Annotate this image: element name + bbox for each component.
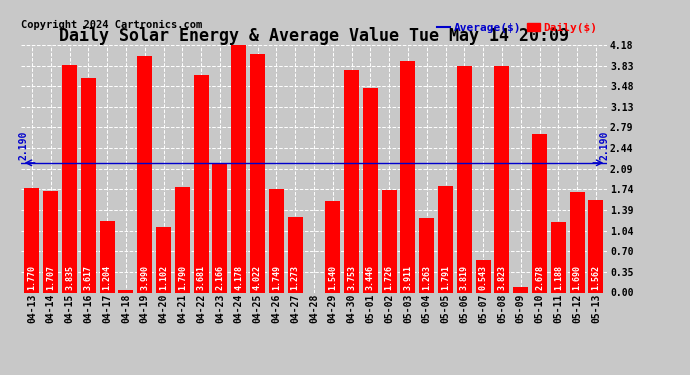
Text: 1.790: 1.790 (178, 264, 187, 290)
Bar (62, 65, 77, 292)
Text: 1.204: 1.204 (103, 264, 112, 290)
Text: 1.749: 1.749 (272, 264, 281, 290)
Bar (250, 54, 265, 292)
Text: 3.911: 3.911 (404, 264, 413, 290)
Text: 1.562: 1.562 (591, 264, 600, 290)
Bar (24, 188, 39, 292)
Bar (156, 227, 171, 292)
Text: 2.166: 2.166 (215, 264, 224, 290)
Text: 0.543: 0.543 (479, 264, 488, 290)
Text: 1.726: 1.726 (384, 264, 393, 290)
Bar (119, 290, 133, 292)
Bar (194, 75, 208, 292)
Title: Daily Solar Energy & Average Value Tue May 14 20:09: Daily Solar Energy & Average Value Tue M… (59, 26, 569, 45)
Text: 1.540: 1.540 (328, 264, 337, 290)
Bar (513, 286, 529, 292)
Text: 1.263: 1.263 (422, 264, 431, 290)
Text: 1.273: 1.273 (290, 264, 299, 290)
Text: Copyright 2024 Cartronics.com: Copyright 2024 Cartronics.com (21, 20, 202, 30)
Bar (589, 200, 604, 292)
Text: 3.753: 3.753 (347, 264, 356, 290)
Text: 3.617: 3.617 (84, 264, 93, 290)
Text: 4.178: 4.178 (235, 264, 244, 290)
Text: 3.819: 3.819 (460, 264, 469, 290)
Bar (551, 222, 566, 292)
Bar (570, 192, 584, 292)
Bar (137, 56, 152, 292)
Bar (363, 88, 378, 292)
Bar (475, 260, 491, 292)
Bar (400, 61, 415, 292)
Bar (213, 164, 228, 292)
Legend: Average($), Daily($): Average($), Daily($) (433, 18, 602, 38)
Bar (175, 186, 190, 292)
Bar (288, 217, 303, 292)
Text: 3.446: 3.446 (366, 264, 375, 290)
Bar (420, 218, 434, 292)
Text: 2.678: 2.678 (535, 264, 544, 290)
Bar (532, 134, 547, 292)
Text: 1.188: 1.188 (554, 264, 563, 290)
Text: 1.791: 1.791 (441, 264, 450, 290)
Bar (344, 70, 359, 292)
Text: 3.823: 3.823 (497, 264, 506, 290)
Bar (438, 186, 453, 292)
Bar (43, 191, 58, 292)
Text: 1.707: 1.707 (46, 264, 55, 290)
Text: 2.190: 2.190 (19, 130, 28, 160)
Bar (457, 66, 472, 292)
Bar (269, 189, 284, 292)
Text: 1.770: 1.770 (28, 264, 37, 290)
Text: 2.190: 2.190 (600, 130, 609, 160)
Text: 3.681: 3.681 (197, 264, 206, 290)
Text: 1.102: 1.102 (159, 264, 168, 290)
Bar (495, 66, 509, 292)
Bar (382, 190, 397, 292)
Text: 4.022: 4.022 (253, 264, 262, 290)
Text: 1.690: 1.690 (573, 264, 582, 290)
Bar (81, 78, 96, 292)
Bar (99, 221, 115, 292)
Bar (325, 201, 340, 292)
Text: 3.990: 3.990 (140, 264, 149, 290)
Bar (231, 45, 246, 292)
Text: 3.835: 3.835 (65, 264, 74, 290)
